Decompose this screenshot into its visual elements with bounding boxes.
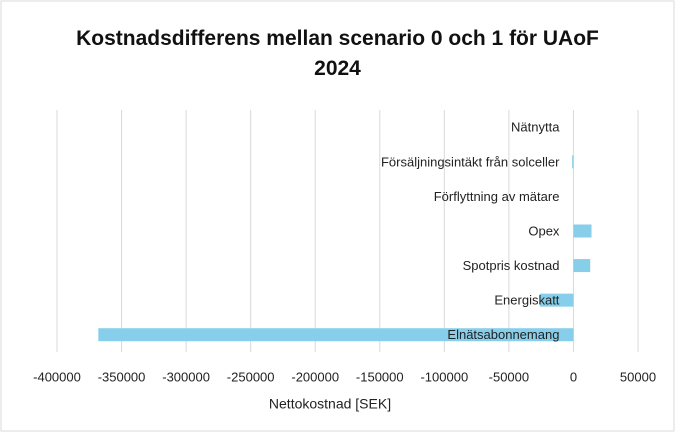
y-tick-label: Opex xyxy=(528,223,560,238)
bar xyxy=(573,224,592,238)
x-axis-title: Nettokostnad [SEK] xyxy=(269,396,391,412)
x-tick-label: -150000 xyxy=(356,369,404,384)
bar xyxy=(573,259,591,273)
y-tick-label: Energiskatt xyxy=(494,293,559,308)
bar xyxy=(539,293,574,307)
x-tick-label: -250000 xyxy=(227,369,275,384)
x-tick-label: 50000 xyxy=(620,369,656,384)
x-tick-label: 0 xyxy=(570,369,577,384)
x-tick-label: -400000 xyxy=(33,369,81,384)
bar xyxy=(98,328,574,342)
chart-title: Kostnadsdifferens mellan scenario 0 och … xyxy=(76,27,599,80)
y-tick-label: Förflyttning av mätare xyxy=(434,189,560,204)
x-tick-label: -50000 xyxy=(489,369,529,384)
y-tick-label: Försäljningsintäkt från solceller xyxy=(381,154,560,169)
y-tick-label: Nätnytta xyxy=(511,120,560,135)
y-tick-label: Elnätsabonnemang xyxy=(447,327,559,342)
x-tick-label: -200000 xyxy=(291,369,339,384)
x-tick-label: -100000 xyxy=(420,369,468,384)
y-tick-label: Spotpris kostnad xyxy=(463,258,560,273)
x-tick-label: -300000 xyxy=(162,369,210,384)
bar xyxy=(572,155,574,169)
x-tick-label: -350000 xyxy=(98,369,146,384)
